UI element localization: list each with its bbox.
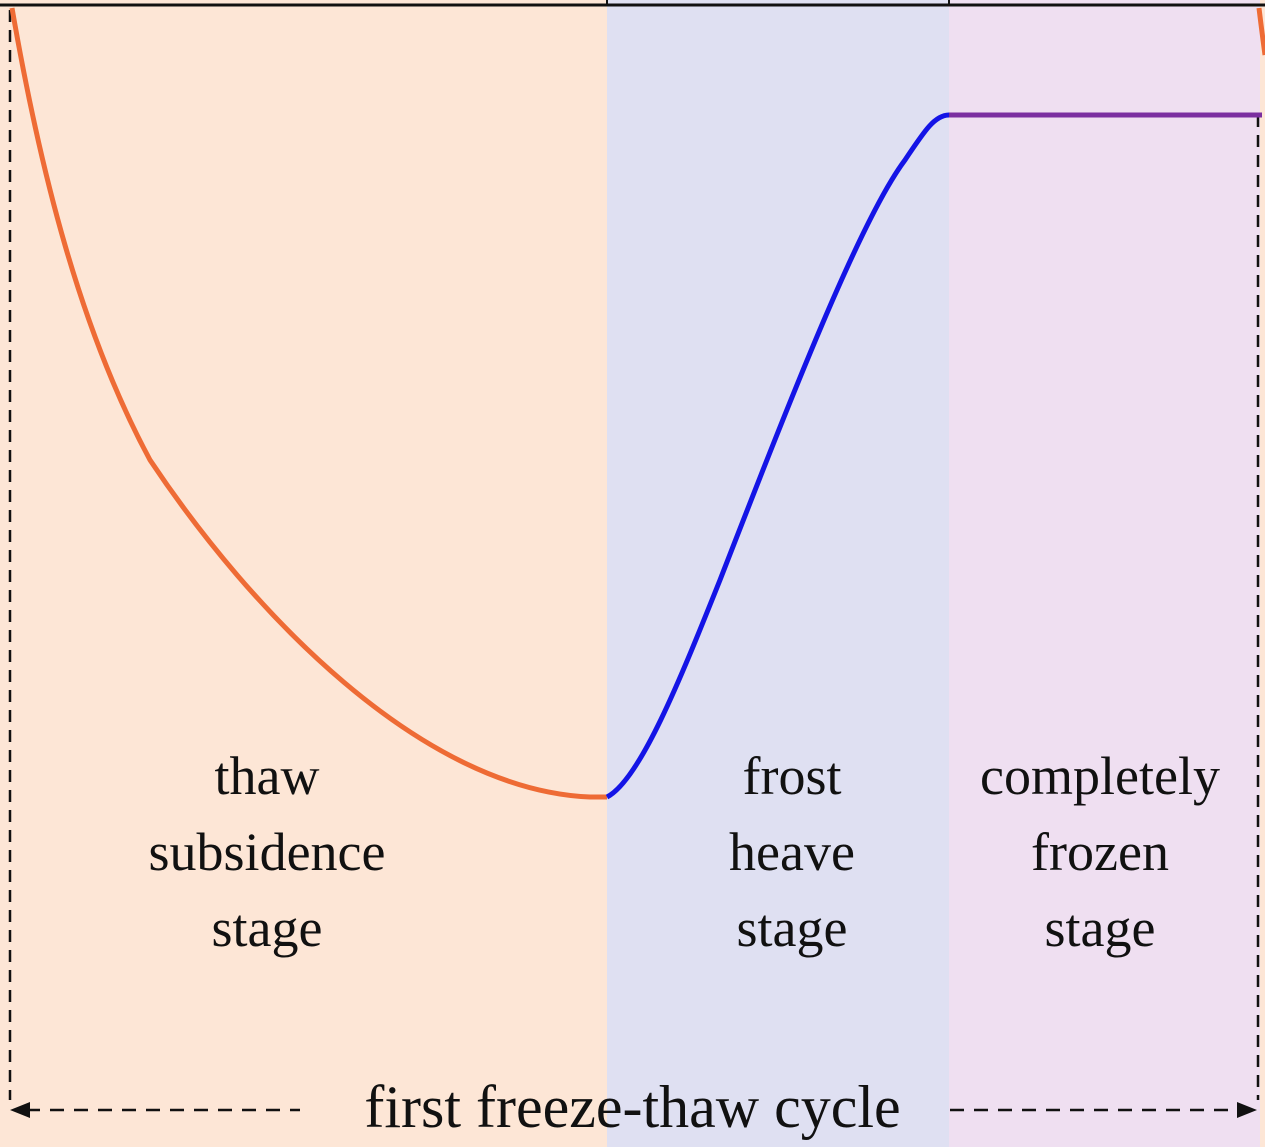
next-cycle-curve bbox=[1256, 7, 1265, 56]
frost-heave-curve bbox=[605, 112, 950, 800]
heave-stage-label-line: frost bbox=[742, 746, 842, 806]
heave-stage-label: frost heave stage bbox=[652, 738, 932, 966]
thaw-stage-label-line: subsidence bbox=[148, 822, 386, 882]
heave-stage-label-line: stage bbox=[736, 898, 848, 958]
thaw-stage-band bbox=[0, 0, 607, 1147]
next-thaw-band bbox=[1260, 0, 1265, 1147]
heave-stage-band bbox=[607, 0, 949, 1147]
cycle-label: first freeze-thaw cycle bbox=[0, 1072, 1265, 1142]
thaw-stage-label-line: stage bbox=[211, 898, 323, 958]
thaw-stage-label: thaw subsidence stage bbox=[107, 738, 427, 966]
frozen-stage-band bbox=[949, 0, 1260, 1147]
cycle-arrow-left-head bbox=[10, 1102, 30, 1118]
frozen-stage-label-line: completely bbox=[980, 746, 1220, 806]
frozen-stage-label-line: stage bbox=[1044, 898, 1156, 958]
cycle-label-text: first freeze-thaw cycle bbox=[364, 1074, 901, 1140]
thaw-subsidence-curve bbox=[9, 7, 607, 800]
cycle-arrow-right-head bbox=[1237, 1102, 1257, 1118]
thaw-stage-label-line: thaw bbox=[214, 746, 320, 806]
frozen-stage-label: completely frozen stage bbox=[950, 738, 1250, 966]
heave-stage-label-line: heave bbox=[729, 822, 855, 882]
frozen-stage-label-line: frozen bbox=[1031, 822, 1169, 882]
